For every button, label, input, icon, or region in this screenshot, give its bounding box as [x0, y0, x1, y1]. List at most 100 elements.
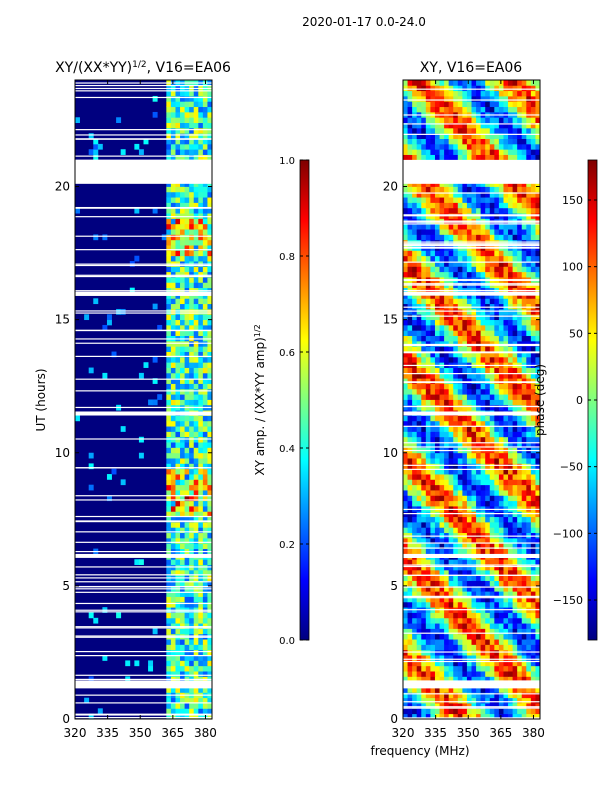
heatmap-cell: [412, 383, 418, 390]
heatmap-cell: [403, 80, 408, 86]
heatmap-cell: [503, 532, 509, 539]
heatmap-cell: [407, 575, 413, 581]
heatmap-cell: [180, 537, 185, 544]
heatmap-cell: [530, 324, 536, 331]
heatmap-cell: [466, 532, 472, 539]
heatmap-cell: [166, 372, 172, 379]
heatmap-cell: [471, 633, 477, 640]
heatmap-cell: [503, 207, 509, 214]
heatmap-cell: [193, 356, 199, 363]
heatmap-cell: [175, 527, 181, 534]
heatmap-cell: [471, 351, 477, 358]
heatmap-cell: [462, 548, 468, 555]
heatmap-cell: [430, 521, 436, 528]
heatmap-cell: [503, 676, 509, 683]
heatmap-cell: [535, 639, 540, 645]
heatmap-cell: [466, 85, 472, 92]
heatmap-cell: [498, 468, 504, 475]
heatmap-cell: [517, 308, 523, 315]
heatmap-cell: [485, 644, 491, 651]
heatmap-cell: [503, 314, 509, 321]
heatmap-cell: [512, 181, 518, 187]
heatmap-cell: [189, 452, 195, 459]
heatmap-cell: [416, 458, 422, 464]
heatmap-cell: [471, 569, 477, 576]
heatmap-cell: [503, 500, 509, 507]
heatmap-cell: [498, 703, 504, 709]
heatmap-cell: [521, 319, 527, 326]
heatmap-cell: [166, 649, 172, 656]
heatmap-cell: [425, 261, 431, 267]
heatmap-cell: [485, 122, 491, 129]
heatmap-cell: [485, 90, 491, 97]
heatmap-cell: [198, 612, 204, 619]
heatmap-cell: [166, 383, 172, 390]
heatmap-cell: [494, 127, 500, 134]
heatmap-cell: [403, 266, 408, 273]
heatmap-cell: [526, 388, 532, 395]
heatmap-cell: [193, 138, 199, 145]
heatmap-cell: [421, 420, 427, 427]
heatmap-cell: [175, 601, 181, 608]
heatmap-cell: [457, 394, 463, 400]
heatmap-cell: [444, 484, 450, 491]
heatmap-cell: [412, 548, 418, 555]
heatmap-cell: [517, 463, 523, 470]
heatmap-cell: [471, 90, 477, 97]
heatmap-cell: [207, 479, 212, 486]
heatmap-cell: [489, 106, 495, 113]
heatmap-cell: [480, 186, 486, 193]
heatmap-cell: [430, 617, 436, 624]
flagged-line: [75, 655, 212, 657]
heatmap-cell: [448, 85, 454, 92]
heatmap-cell: [166, 532, 172, 539]
heatmap-cell: [407, 138, 413, 145]
heatmap-cell: [425, 516, 431, 523]
heatmap-cell: [466, 516, 472, 523]
heatmap-cell: [530, 575, 536, 581]
heatmap-cell: [170, 229, 176, 235]
heatmap-cell: [521, 692, 527, 699]
heatmap-cell: [412, 564, 418, 571]
heatmap-cell: [503, 564, 509, 571]
heatmap-cell: [207, 154, 212, 161]
heatmap-cell: [480, 521, 486, 528]
heatmap-cell: [416, 143, 422, 150]
heatmap-cell: [180, 639, 185, 645]
heatmap-cell: [430, 655, 436, 661]
heatmap-cell: [412, 372, 418, 379]
heatmap-cell: [170, 601, 176, 608]
heatmap-cell: [198, 154, 204, 161]
heatmap-cell: [480, 559, 486, 565]
heatmap-cell: [421, 585, 427, 592]
heatmap-cell: [444, 122, 450, 129]
heatmap-cell: [421, 330, 427, 337]
heatmap-cell: [180, 133, 185, 139]
heatmap-cell: [517, 633, 523, 640]
heatmap-cell: [430, 639, 436, 645]
heatmap-cell: [184, 596, 190, 603]
heatmap-cell: [425, 569, 431, 576]
heatmap-cell: [508, 404, 513, 411]
heatmap-cell: [530, 537, 536, 544]
heatmap-cell: [170, 111, 176, 118]
heatmap-cell: [166, 319, 172, 326]
heatmap-cell: [430, 133, 436, 139]
heatmap-cell: [412, 149, 418, 155]
heatmap-cell: [207, 282, 212, 289]
heatmap-cell: [453, 617, 459, 624]
heatmap-cell: [476, 133, 482, 139]
heatmap-cell: [170, 106, 176, 113]
heatmap-cell: [471, 628, 477, 635]
heatmap-cell: [494, 340, 500, 347]
heatmap-cell: [521, 255, 527, 262]
heatmap-cell: [498, 548, 504, 555]
heatmap-cell: [430, 623, 436, 629]
heatmap-cell: [430, 713, 436, 719]
heatmap-cell: [512, 330, 518, 337]
heatmap-cell: [444, 601, 450, 608]
heatmap-cell: [512, 596, 518, 603]
colorbar-tick-label: 0.0: [279, 636, 295, 647]
heatmap-cell: [193, 639, 199, 645]
heatmap-cell: [198, 628, 204, 635]
